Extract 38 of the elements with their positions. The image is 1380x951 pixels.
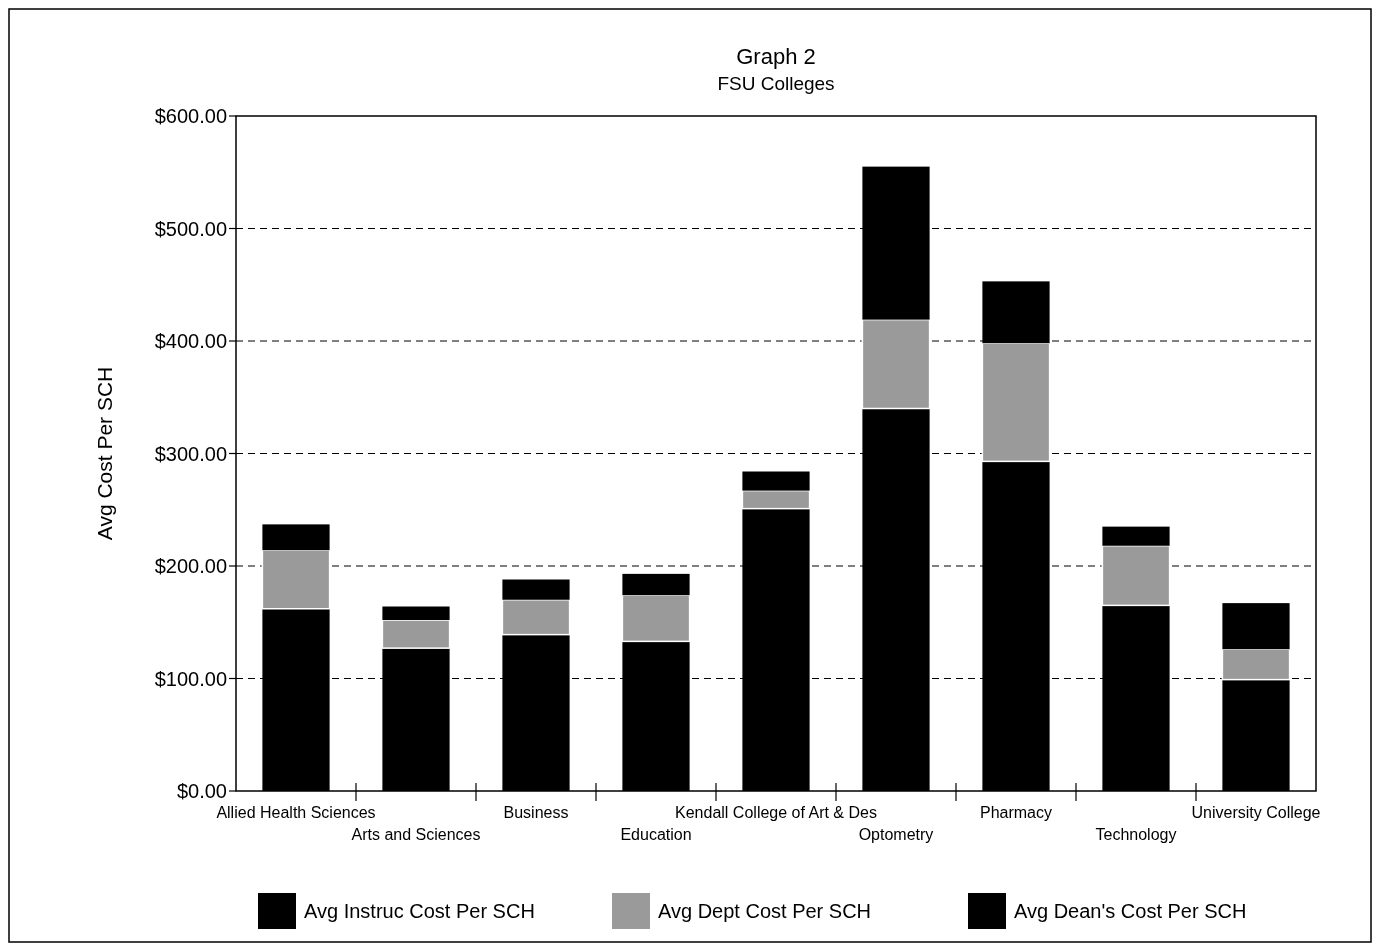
x-tick-label: Optometry (858, 826, 934, 843)
y-tick-label: $300.00 (154, 442, 227, 465)
bar (1101, 545, 1171, 607)
legend-label: Avg Dean's Cost Per SCH (1014, 900, 1247, 922)
bar (1222, 603, 1290, 650)
bar (621, 594, 691, 643)
y-tick-label: $400.00 (154, 330, 227, 352)
x-tick-label: Business (503, 804, 569, 821)
x-tick-label: Pharmacy (979, 804, 1053, 821)
y-tick-label: $200.00 (154, 555, 227, 577)
x-tick-label: Allied Health Sciences (216, 804, 376, 821)
x-tick-label: Arts and Sciences (351, 826, 481, 843)
legend-label: Avg Dept Cost Per SCH (658, 900, 872, 922)
chart-subtitle: FSU Colleges (717, 73, 835, 94)
x-tick-label: Technology (1095, 826, 1177, 843)
x-tick-label: University College (1191, 804, 1321, 821)
bar (261, 549, 331, 610)
bar (861, 318, 931, 410)
y-tick-label: $600.00 (154, 105, 227, 127)
bar (382, 606, 450, 620)
bar (741, 489, 811, 510)
bar (622, 573, 690, 596)
bar (502, 579, 570, 600)
y-tick-label: $100.00 (154, 667, 227, 690)
x-tick-label: Kendall College of Art & Des (675, 804, 877, 821)
y-axis-title: Avg Cost Per SCH (93, 366, 116, 541)
bar (981, 342, 1051, 463)
bar (742, 471, 810, 491)
chart-title: Graph 2 (736, 44, 816, 69)
legend-label: Avg Instruc Cost Per SCH (304, 900, 535, 922)
bar (1102, 526, 1170, 546)
y-tick-label: $500.00 (154, 217, 227, 240)
y-tick-label: $0.00 (176, 780, 227, 802)
bar (381, 619, 451, 649)
bar (1221, 648, 1291, 681)
x-tick-label: Education (620, 826, 692, 843)
bar (501, 599, 571, 636)
bar (262, 524, 330, 551)
